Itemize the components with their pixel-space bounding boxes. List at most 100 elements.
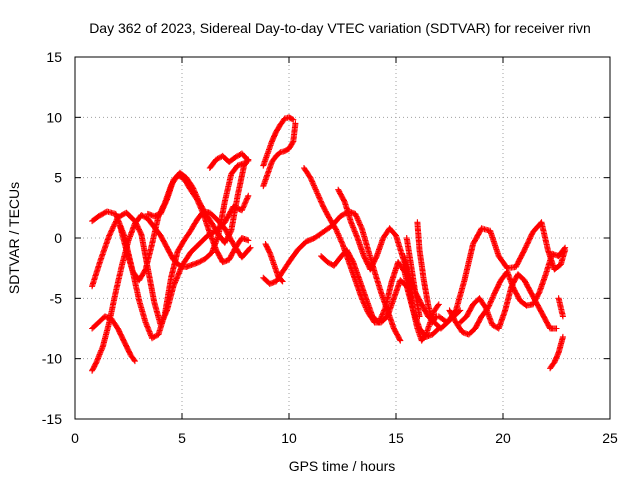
data-point [174,273,181,279]
data-point [397,337,404,344]
data-point [309,179,316,186]
data-point [242,199,249,206]
data-point [489,295,496,302]
series-track-9 [260,120,299,190]
data-point [380,308,387,315]
data-point [336,233,342,240]
data-point [318,199,325,206]
data-point [239,205,246,212]
data-point [338,239,345,246]
y-tick-label: -15 [42,411,62,427]
data-point [193,193,200,200]
data-point [308,177,315,184]
data-point [313,187,320,194]
x-tick-label: 0 [71,430,79,446]
data-point [334,230,341,237]
data-point [307,174,314,181]
data-point [144,323,151,330]
data-point [379,311,386,318]
data-point [190,187,197,193]
data-point [244,156,251,163]
data-point [158,209,165,216]
data-point [315,191,321,198]
data-point [416,313,423,320]
data-point [353,213,360,220]
data-point [337,237,344,244]
data-point [310,182,317,189]
x-tick-label: 15 [388,430,404,446]
data-point [375,319,382,326]
data-point [245,237,252,244]
data-point [332,225,339,232]
data-point [95,354,102,361]
data-point [377,316,383,323]
data-point [525,238,532,244]
data-point [157,210,164,217]
data-point [528,231,535,238]
series-track-4 [89,313,138,365]
data-point [109,226,116,233]
data-point [292,120,299,127]
data-point [290,116,297,123]
data-point [147,331,154,338]
data-point [335,231,342,238]
data-point [289,116,296,123]
data-point [308,176,314,182]
data-point [108,227,115,234]
data-point [377,315,384,322]
data-point [523,243,530,250]
data-point [245,157,252,164]
data-point [327,260,334,267]
data-point [233,153,240,160]
data-point [350,225,357,232]
data-point [559,313,566,320]
data-point [525,239,532,246]
data-point [522,245,528,252]
x-tick-labels: 0 5 10 15 20 25 [71,430,618,446]
data-point [173,276,180,283]
data-point [315,193,322,200]
data-point [310,181,317,188]
data-point [314,190,321,197]
data-point [192,189,198,196]
data-point [279,278,286,285]
data-point [163,197,170,204]
series-track-7 [206,150,252,171]
data-point [523,241,530,248]
data-point [526,236,533,243]
data-point [352,229,359,236]
data-point [214,155,221,162]
data-point [352,212,359,219]
data-point [190,185,197,192]
data-point [160,204,167,211]
data-point [162,200,169,207]
data-point [353,233,360,240]
data-point [192,190,199,197]
y-tick-labels: -15 -10 -5 0 5 10 15 [42,49,62,427]
data-point [489,294,496,301]
data-point [289,139,296,146]
data-point [176,269,183,276]
data-point [381,306,388,313]
data-point [354,214,361,221]
series-track-21 [547,333,566,372]
series-track-6 [144,156,252,246]
data-point [356,220,363,227]
data-point [354,216,361,223]
data-point [240,203,247,210]
data-point [158,208,165,215]
y-axis-label: SDTVAR / TECUs [6,182,22,294]
data-point [319,201,326,207]
x-tick-label: 25 [602,430,618,446]
data-point [109,224,116,231]
data-point [334,229,341,236]
chart-title: Day 362 of 2023, Sidereal Day-to-day VTE… [89,20,591,36]
data-point [246,245,253,252]
series-track-18 [435,219,569,326]
data-point [311,183,318,190]
y-tick-label: 10 [46,109,62,125]
data-point [312,185,319,192]
data-points [89,114,569,374]
data-point [435,301,442,308]
